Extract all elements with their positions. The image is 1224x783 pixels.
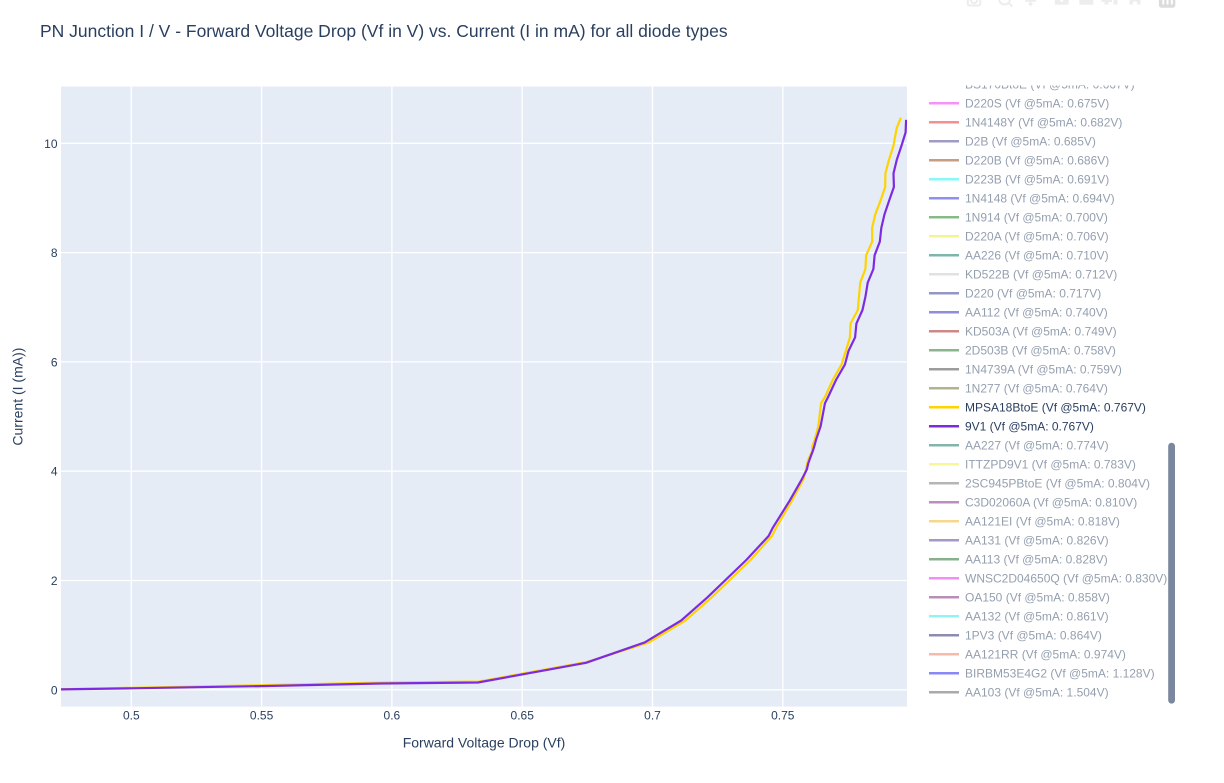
svg-text:0.55: 0.55 xyxy=(250,709,274,723)
svg-text:D220S (Vf @5mA: 0.675V): D220S (Vf @5mA: 0.675V) xyxy=(965,97,1109,111)
svg-text:MPSA18BtoE (Vf @5mA: 0.767V): MPSA18BtoE (Vf @5mA: 0.767V) xyxy=(965,401,1146,415)
svg-text:9V1 (Vf @5mA: 0.767V): 9V1 (Vf @5mA: 0.767V) xyxy=(965,420,1094,434)
svg-text:AA227 (Vf @5mA: 0.774V): AA227 (Vf @5mA: 0.774V) xyxy=(965,439,1109,453)
svg-text:2SC945PBtoE (Vf @5mA: 0.804V): 2SC945PBtoE (Vf @5mA: 0.804V) xyxy=(965,477,1150,491)
svg-text:BS170BtoE (Vf @5mA: 0.667V): BS170BtoE (Vf @5mA: 0.667V) xyxy=(965,78,1135,92)
svg-text:D223B (Vf @5mA: 0.691V): D223B (Vf @5mA: 0.691V) xyxy=(965,173,1109,187)
svg-text:Forward Voltage Drop (Vf): Forward Voltage Drop (Vf) xyxy=(403,735,566,751)
svg-text:AA121RR (Vf @5mA: 0.974V): AA121RR (Vf @5mA: 0.974V) xyxy=(965,648,1126,662)
svg-text:AA121EI (Vf @5mA: 0.818V): AA121EI (Vf @5mA: 0.818V) xyxy=(965,515,1120,529)
svg-text:1N914 (Vf @5mA: 0.700V): 1N914 (Vf @5mA: 0.700V) xyxy=(965,211,1108,225)
svg-text:D2B (Vf @5mA: 0.685V): D2B (Vf @5mA: 0.685V) xyxy=(965,135,1096,149)
svg-text:KD503A (Vf @5mA: 0.749V): KD503A (Vf @5mA: 0.749V) xyxy=(965,325,1117,339)
svg-text:4: 4 xyxy=(51,465,58,479)
svg-text:1N4148 (Vf @5mA: 0.694V): 1N4148 (Vf @5mA: 0.694V) xyxy=(965,192,1115,206)
svg-text:ITTZPD9V1 (Vf @5mA: 0.783V): ITTZPD9V1 (Vf @5mA: 0.783V) xyxy=(965,458,1136,472)
svg-text:D220 (Vf @5mA: 0.717V): D220 (Vf @5mA: 0.717V) xyxy=(965,287,1101,301)
svg-text:AA103 (Vf @5mA: 1.504V): AA103 (Vf @5mA: 1.504V) xyxy=(965,686,1109,700)
svg-text:1PV3 (Vf @5mA: 0.864V): 1PV3 (Vf @5mA: 0.864V) xyxy=(965,629,1102,643)
svg-text:8: 8 xyxy=(51,246,58,260)
svg-text:2D503B (Vf @5mA: 0.758V): 2D503B (Vf @5mA: 0.758V) xyxy=(965,344,1116,358)
svg-text:0.7: 0.7 xyxy=(644,709,661,723)
svg-text:1N4739A (Vf @5mA: 0.759V): 1N4739A (Vf @5mA: 0.759V) xyxy=(965,363,1122,377)
svg-text:AA132 (Vf @5mA: 0.861V): AA132 (Vf @5mA: 0.861V) xyxy=(965,610,1109,624)
svg-text:OA150 (Vf @5mA: 0.858V): OA150 (Vf @5mA: 0.858V) xyxy=(965,591,1110,605)
svg-text:D220B (Vf @5mA: 0.686V): D220B (Vf @5mA: 0.686V) xyxy=(965,154,1109,168)
svg-text:0.75: 0.75 xyxy=(771,709,795,723)
svg-text:0.5: 0.5 xyxy=(123,709,140,723)
svg-text:0.65: 0.65 xyxy=(511,709,535,723)
svg-text:BIRBM53E4G2 (Vf @5mA: 1.128V): BIRBM53E4G2 (Vf @5mA: 1.128V) xyxy=(965,667,1155,681)
svg-text:KD522B (Vf @5mA: 0.712V): KD522B (Vf @5mA: 0.712V) xyxy=(965,268,1117,282)
svg-text:AA112 (Vf @5mA: 0.740V): AA112 (Vf @5mA: 0.740V) xyxy=(965,306,1108,320)
svg-text:10: 10 xyxy=(44,137,58,151)
svg-text:0: 0 xyxy=(51,683,58,697)
svg-text:C3D02060A (Vf @5mA: 0.810V): C3D02060A (Vf @5mA: 0.810V) xyxy=(965,496,1137,510)
svg-text:AA131 (Vf @5mA: 0.826V): AA131 (Vf @5mA: 0.826V) xyxy=(965,534,1109,548)
svg-text:Current (I (mA)): Current (I (mA)) xyxy=(10,348,26,446)
svg-text:AA226 (Vf @5mA: 0.710V): AA226 (Vf @5mA: 0.710V) xyxy=(965,249,1109,263)
svg-text:PN Junction I / V - Forward Vo: PN Junction I / V - Forward Voltage Drop… xyxy=(40,21,728,41)
svg-text:1N4148Y (Vf @5mA: 0.682V): 1N4148Y (Vf @5mA: 0.682V) xyxy=(965,116,1122,130)
svg-text:AA113 (Vf @5mA: 0.828V): AA113 (Vf @5mA: 0.828V) xyxy=(965,553,1108,567)
svg-text:1N277 (Vf @5mA: 0.764V): 1N277 (Vf @5mA: 0.764V) xyxy=(965,382,1108,396)
svg-text:WNSC2D04650Q (Vf @5mA: 0.830V): WNSC2D04650Q (Vf @5mA: 0.830V) xyxy=(965,572,1167,586)
svg-text:0.6: 0.6 xyxy=(384,709,401,723)
svg-text:6: 6 xyxy=(51,355,58,369)
svg-text:D220A (Vf @5mA: 0.706V): D220A (Vf @5mA: 0.706V) xyxy=(965,230,1109,244)
svg-text:2: 2 xyxy=(51,574,58,588)
